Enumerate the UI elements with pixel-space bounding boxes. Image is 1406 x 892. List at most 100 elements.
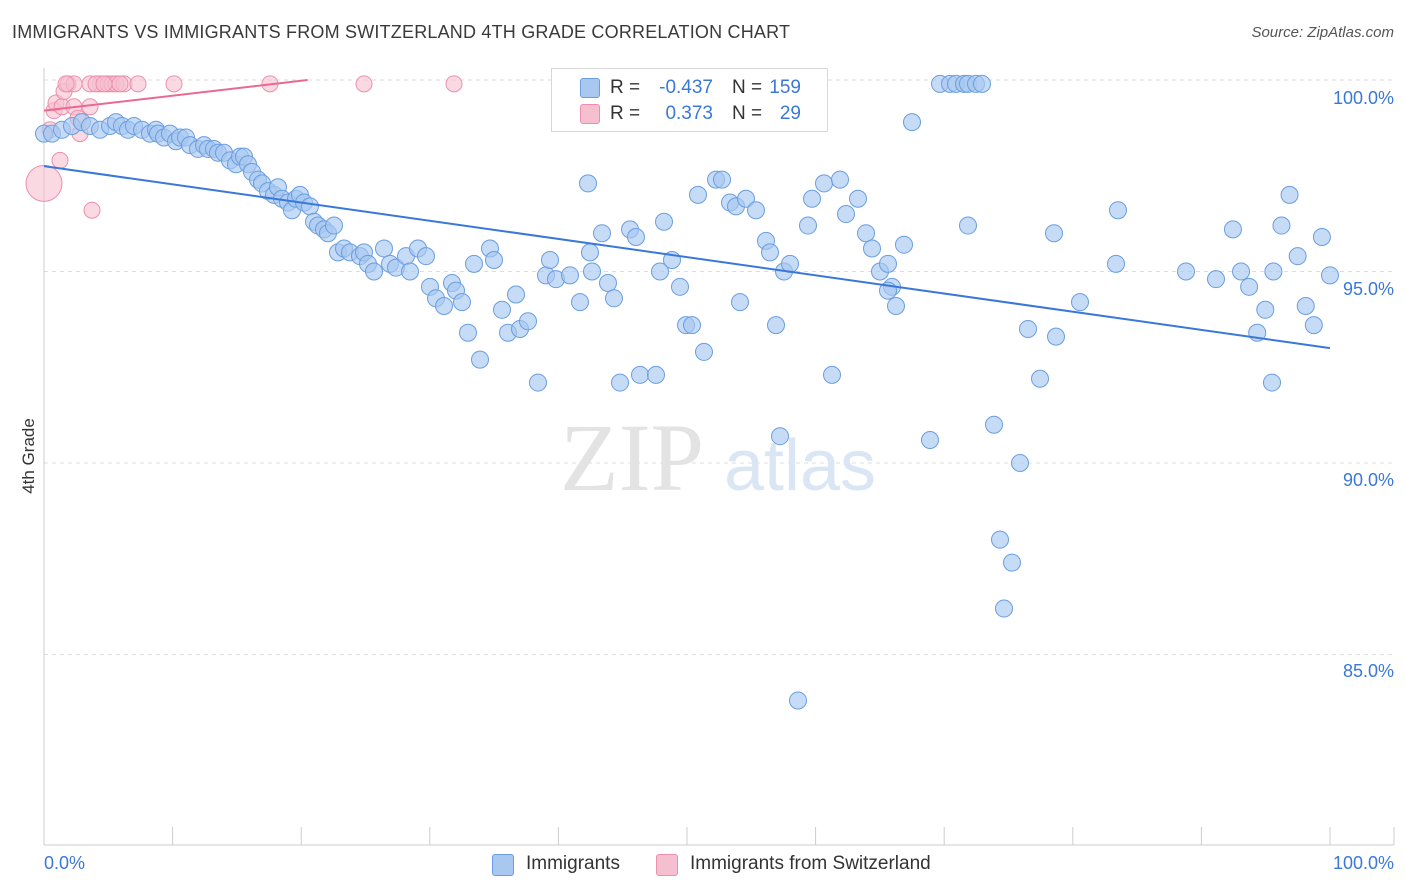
point-immigrants bbox=[583, 262, 601, 281]
point-immigrants bbox=[627, 228, 645, 247]
point-immigrants bbox=[903, 113, 921, 132]
point-immigrants bbox=[1272, 216, 1291, 235]
point-immigrants bbox=[485, 251, 503, 270]
point-immigrants bbox=[767, 316, 785, 335]
point-immigrants bbox=[1232, 262, 1251, 281]
point-immigrants bbox=[541, 251, 559, 270]
watermark-zip: ZIP bbox=[560, 404, 704, 511]
point-immigrants bbox=[1107, 254, 1125, 273]
legend-swatch-blue bbox=[492, 854, 514, 876]
point-immigrants bbox=[417, 247, 435, 266]
point-immigrants bbox=[1031, 369, 1049, 388]
series-immigrants-points bbox=[35, 74, 1339, 710]
point-immigrants bbox=[1240, 277, 1259, 296]
legend-swatch-pink bbox=[580, 104, 600, 124]
point-immigrants bbox=[1223, 220, 1242, 239]
point-immigrants bbox=[815, 174, 833, 193]
watermark: ZIP atlas bbox=[560, 404, 876, 511]
point-switzerland bbox=[95, 75, 113, 93]
point-immigrants bbox=[959, 216, 977, 235]
point-switzerland bbox=[83, 201, 101, 219]
point-immigrants bbox=[507, 285, 525, 304]
point-immigrants bbox=[985, 415, 1003, 434]
point-immigrants bbox=[605, 289, 623, 308]
point-immigrants bbox=[611, 373, 629, 392]
point-immigrants bbox=[1304, 316, 1323, 335]
point-immigrants bbox=[579, 174, 597, 193]
point-immigrants bbox=[647, 365, 665, 384]
legend-swatch-blue bbox=[580, 78, 600, 98]
legend-row-switzerland: R = 0.373 N = 29 bbox=[552, 101, 827, 127]
point-immigrants bbox=[771, 427, 789, 446]
point-immigrants bbox=[1045, 224, 1063, 243]
point-immigrants bbox=[1011, 454, 1029, 472]
series-legend: Immigrants Immigrants from Switzerland bbox=[0, 852, 1406, 878]
point-immigrants bbox=[529, 373, 547, 392]
point-switzerland bbox=[57, 75, 75, 93]
stats-legend: R = -0.437 N = 159 R = 0.373 N = 29 bbox=[551, 68, 828, 132]
point-immigrants bbox=[849, 189, 867, 208]
point-immigrants bbox=[1264, 262, 1283, 281]
point-immigrants bbox=[823, 365, 841, 384]
point-immigrants bbox=[713, 170, 731, 189]
legend-label-immigrants: Immigrants bbox=[526, 853, 620, 874]
legend-r-label: R = bbox=[610, 77, 641, 98]
point-immigrants bbox=[761, 243, 779, 262]
point-immigrants bbox=[1263, 373, 1281, 392]
point-immigrants bbox=[837, 205, 855, 224]
point-immigrants bbox=[1312, 228, 1331, 247]
legend-row-immigrants: R = -0.437 N = 159 bbox=[552, 75, 827, 101]
point-immigrants bbox=[887, 296, 905, 315]
point-immigrants bbox=[465, 254, 483, 273]
point-switzerland bbox=[129, 75, 147, 93]
y-tick-label-95: 95.0% bbox=[1343, 279, 1394, 299]
point-immigrants bbox=[1071, 293, 1089, 312]
legend-n-label: N = bbox=[732, 103, 763, 124]
trend-line-switzerland bbox=[43, 79, 308, 112]
point-immigrants bbox=[1019, 319, 1037, 338]
point-immigrants bbox=[879, 254, 897, 273]
point-immigrants bbox=[737, 189, 755, 208]
point-switzerland bbox=[355, 75, 373, 93]
point-immigrants bbox=[995, 599, 1013, 618]
point-immigrants bbox=[519, 312, 537, 331]
point-immigrants bbox=[1296, 296, 1315, 315]
point-immigrants bbox=[593, 224, 611, 243]
point-immigrants bbox=[921, 431, 939, 450]
point-immigrants bbox=[325, 216, 343, 235]
point-immigrants bbox=[1177, 262, 1195, 281]
point-immigrants bbox=[671, 277, 689, 296]
point-immigrants bbox=[1207, 270, 1225, 289]
point-immigrants bbox=[651, 262, 669, 281]
point-immigrants bbox=[655, 212, 673, 231]
point-immigrants bbox=[1321, 266, 1339, 285]
point-immigrants bbox=[683, 316, 701, 335]
y-tick-label-100: 100.0% bbox=[1333, 88, 1394, 108]
point-immigrants bbox=[365, 262, 383, 281]
point-immigrants bbox=[689, 185, 707, 204]
y-axis-title: 4th Grade bbox=[19, 418, 38, 494]
point-immigrants bbox=[459, 323, 477, 342]
point-immigrants bbox=[561, 266, 579, 285]
point-immigrants bbox=[581, 243, 599, 262]
legend-n-value: 159 bbox=[769, 77, 801, 98]
point-immigrants bbox=[831, 170, 849, 189]
point-immigrants bbox=[571, 293, 589, 312]
point-immigrants bbox=[1288, 247, 1307, 266]
legend-swatch-pink bbox=[656, 854, 678, 876]
point-immigrants bbox=[301, 197, 319, 216]
trend-line-immigrants bbox=[43, 165, 1331, 350]
chart-title: IMMIGRANTS VS IMMIGRANTS FROM SWITZERLAN… bbox=[12, 22, 791, 42]
point-immigrants bbox=[631, 365, 649, 384]
point-switzerland bbox=[51, 151, 69, 169]
point-immigrants bbox=[731, 293, 749, 312]
legend-r-label: R = bbox=[610, 103, 641, 124]
point-immigrants bbox=[1280, 185, 1299, 204]
point-immigrants bbox=[401, 262, 419, 281]
legend-n-label: N = bbox=[732, 77, 763, 98]
point-switzerland bbox=[111, 75, 129, 93]
point-immigrants bbox=[857, 224, 875, 243]
point-switzerland bbox=[445, 75, 463, 93]
axis-labels: 0.0% 100.0% 4th Grade 100.0% 95.0% 90.0%… bbox=[19, 88, 1394, 873]
legend-n-value: 29 bbox=[779, 103, 801, 124]
